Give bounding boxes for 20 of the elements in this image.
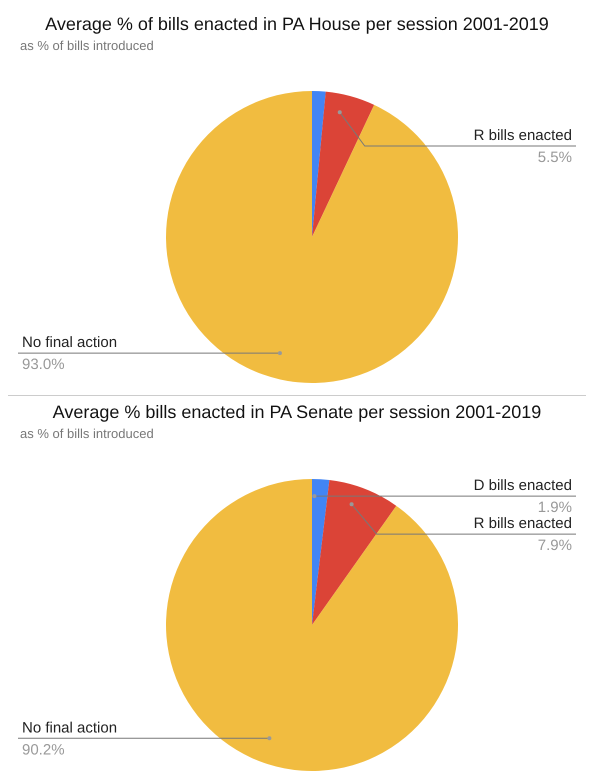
data-label: 90.2% <box>22 741 65 758</box>
data-label: 7.9% <box>538 537 572 554</box>
pie-slice <box>166 479 458 771</box>
slice-label: D bills enacted <box>474 477 572 494</box>
chart-subtitle: as % of bills introduced <box>20 38 154 53</box>
pie-slice <box>166 91 458 383</box>
chart-title: Average % of bills enacted in PA House per session 2001-2019 <box>44 14 550 35</box>
slice-label: R bills enacted <box>474 127 572 144</box>
chart-title: Average % bills enacted in PA Senate per session 2001-2019 <box>52 402 542 423</box>
data-label: 5.5% <box>538 149 572 166</box>
slice-label: No final action <box>22 334 118 352</box>
pie-slice <box>312 479 330 625</box>
pie-slice <box>312 92 374 237</box>
pie-slice <box>312 91 326 237</box>
slice-label: R bills enacted <box>474 515 572 532</box>
slice-label: No final action <box>22 719 118 736</box>
data-label: 1.9% <box>538 499 572 516</box>
data-label: 93.0% <box>22 356 65 374</box>
chart-subtitle: as % of bills introduced <box>20 426 154 441</box>
pie-slice <box>312 480 396 625</box>
